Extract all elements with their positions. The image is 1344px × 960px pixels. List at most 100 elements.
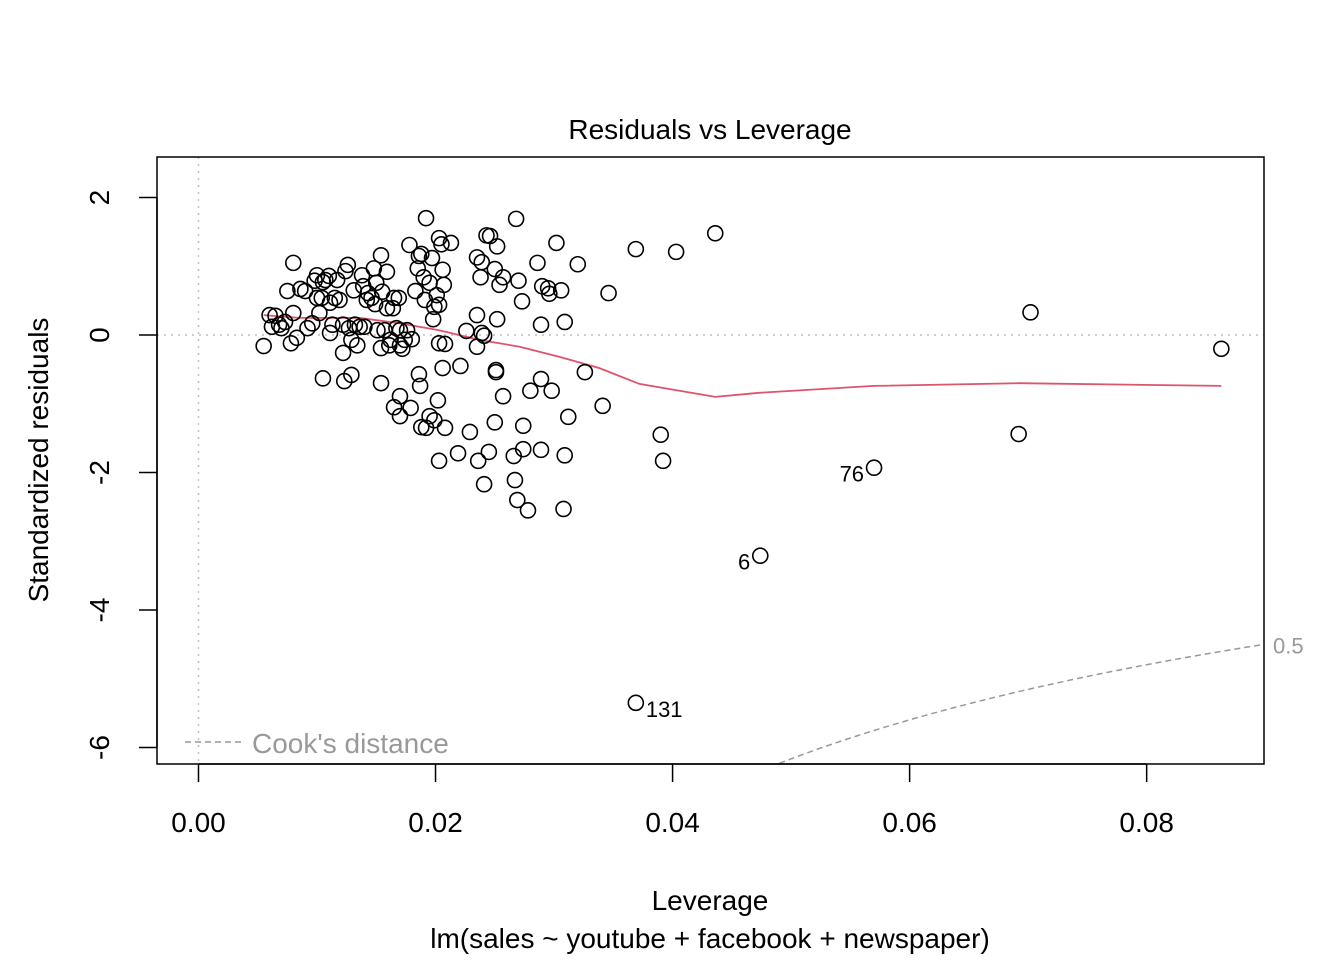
- data-point: [430, 296, 448, 314]
- data-point: [321, 324, 339, 342]
- data-point: [436, 335, 454, 353]
- data-point: [491, 276, 508, 294]
- data-point: [486, 414, 504, 431]
- cooks-contour-label: 0.5: [1273, 633, 1304, 658]
- data-point: [285, 254, 302, 272]
- x-axis: 0.00 0.02 0.04 0.06 0.08: [171, 763, 1174, 838]
- x-tick-label: 0.06: [882, 807, 937, 838]
- data-point: [654, 452, 672, 470]
- data-point: [339, 256, 357, 274]
- data-point: [331, 291, 348, 309]
- y-tick-label: -6: [84, 735, 115, 760]
- data-point: [396, 331, 414, 349]
- data-point: [391, 387, 409, 405]
- data-point: [507, 210, 525, 228]
- data-point: [468, 249, 486, 266]
- y-tick-label: 0: [84, 327, 115, 343]
- data-point: [532, 370, 550, 388]
- data-point: [541, 285, 558, 303]
- data-point: [1010, 425, 1027, 443]
- data-point: [351, 318, 368, 336]
- smoother-line: [263, 314, 1222, 398]
- data-point: [865, 459, 883, 477]
- data-point: [468, 338, 486, 356]
- y-tick-label: 2: [84, 190, 115, 206]
- data-point: [522, 382, 539, 400]
- data-point: [469, 452, 487, 470]
- data-point: [423, 249, 441, 267]
- data-point: [442, 234, 460, 252]
- cooks-distance-contour: [778, 643, 1265, 765]
- data-point: [299, 319, 316, 337]
- plot-frame: [156, 156, 1265, 765]
- data-point: [529, 254, 546, 272]
- data-point: [576, 363, 594, 381]
- y-tick-label: -2: [84, 460, 115, 485]
- data-point: [410, 247, 428, 265]
- data-point: [594, 397, 611, 415]
- y-axis-label: Standardized residuals: [23, 318, 54, 603]
- data-point: [433, 236, 450, 253]
- data-point: [435, 276, 453, 294]
- data-point: [510, 272, 527, 290]
- data-point: [321, 294, 339, 312]
- data-point: [1213, 340, 1230, 358]
- data-point: [532, 316, 550, 334]
- data-point: [403, 330, 421, 348]
- data-point: [415, 269, 432, 286]
- data-point: [413, 245, 430, 263]
- data-point: [279, 282, 296, 300]
- data-point: [488, 310, 506, 328]
- data-point: [506, 471, 524, 489]
- data-point: [320, 267, 338, 285]
- data-point: [317, 271, 334, 289]
- data-point: [600, 284, 617, 302]
- data-point: [429, 392, 447, 409]
- data-point: [385, 289, 403, 307]
- data-point: [282, 334, 300, 352]
- data-point: [288, 329, 306, 347]
- data-point: [548, 234, 565, 252]
- data-point: [285, 304, 302, 322]
- x-tick-label: 0.00: [171, 807, 226, 838]
- data-point: [475, 475, 493, 493]
- data-point: [314, 370, 332, 387]
- x-axis-label: Leverage: [652, 885, 769, 916]
- data-point: [543, 382, 560, 400]
- data-point: [706, 225, 724, 242]
- x-tick-label: 0.02: [408, 807, 463, 838]
- data-point: [751, 547, 769, 565]
- data-point: [390, 289, 408, 307]
- data-point: [514, 440, 532, 458]
- data-point: [627, 240, 645, 258]
- data-point: [488, 238, 506, 255]
- data-point: [436, 419, 454, 437]
- data-point: [556, 313, 574, 331]
- x-tick-label: 0.04: [645, 807, 700, 838]
- data-point: [514, 417, 532, 435]
- data-point: [559, 408, 577, 426]
- data-point: [407, 282, 424, 300]
- data-point: [384, 299, 402, 317]
- data-point: [494, 387, 512, 405]
- data-point: [349, 337, 366, 354]
- data-point: [468, 306, 486, 324]
- data-point: [345, 282, 363, 299]
- data-point: [261, 306, 278, 324]
- data-point: [532, 441, 550, 459]
- data-point: [494, 269, 512, 286]
- data-point: [472, 269, 489, 286]
- data-point: [356, 318, 373, 336]
- data-point: [480, 443, 498, 461]
- x-tick-label: 0.08: [1119, 807, 1174, 838]
- chart-title: Residuals vs Leverage: [568, 114, 851, 145]
- data-point: [555, 500, 572, 518]
- data-point: [519, 502, 537, 519]
- data-point: [539, 279, 557, 297]
- data-point: [378, 263, 396, 281]
- point-label: 76: [840, 462, 864, 487]
- data-point: [388, 319, 405, 337]
- data-point: [334, 344, 352, 362]
- data-point: [255, 337, 272, 355]
